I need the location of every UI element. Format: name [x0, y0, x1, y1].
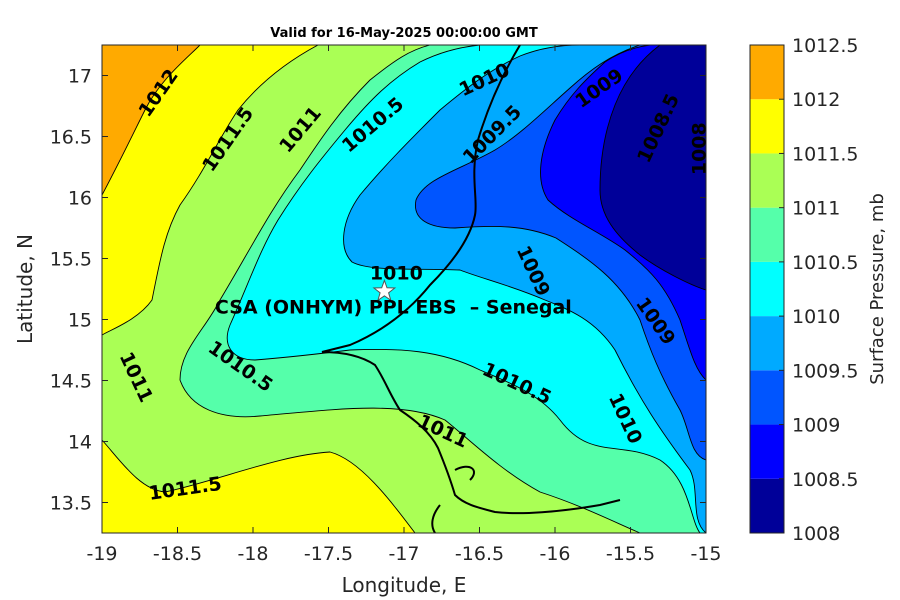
chart-title: Valid for 16-May-2025 00:00:00 GMT — [270, 26, 538, 41]
station-layer: 1010 CSA (ONHYM) PPL EBS – Senegal — [215, 262, 572, 318]
colorbar-band — [750, 261, 784, 317]
contour-label: 1008 — [688, 122, 710, 175]
colorbar-band — [750, 153, 784, 208]
contour-map — [102, 45, 706, 533]
colorbar-band — [750, 478, 784, 533]
y-tick-label: 15 — [68, 310, 92, 332]
y-tick-label: 16.5 — [50, 127, 92, 149]
coastline — [321, 45, 621, 533]
colorbar-tick-label: 1012 — [792, 89, 840, 111]
station-value-label: 1010 — [370, 262, 423, 284]
x-tick-label: -19 — [86, 543, 117, 565]
contour-band-1011-5-south — [102, 440, 415, 533]
contour-band-1012 — [102, 45, 200, 195]
x-axis: -19 -18.5 -18 -17.5 -17 -16.5 -16 -15.5 -15 — [86, 45, 722, 565]
y-tick-label: 17 — [68, 66, 92, 88]
colorbar-tick-label: 1011.5 — [792, 143, 858, 165]
colorbar-tick-label: 1010.5 — [792, 252, 858, 274]
x-tick-label: -15.5 — [606, 543, 655, 565]
y-tick-label: 15.5 — [50, 249, 92, 271]
colorbar-tick-label: 1009 — [792, 415, 840, 437]
x-tick-label: -18.5 — [153, 543, 202, 565]
contour-band-1011-5 — [102, 45, 318, 335]
colorbar-band — [750, 207, 784, 262]
colorbar: 1008 1008.5 1009 1009.5 1010 1010.5 1011 1011.5… — [749, 35, 858, 545]
y-tick-label: 16 — [68, 188, 92, 210]
colorbar-band — [750, 316, 784, 371]
station-star-icon — [372, 278, 397, 302]
colorbar-band — [750, 45, 784, 100]
y-tick-label: 14 — [68, 432, 92, 454]
colorbar-band — [750, 370, 784, 425]
contour-band-1008 — [600, 45, 706, 290]
y-tick-label: 13.5 — [50, 493, 92, 515]
x-tick-label: -16.5 — [455, 543, 504, 565]
x-tick-label: -15 — [690, 543, 721, 565]
colorbar-band — [750, 424, 784, 479]
y-axis-label: Latitude, N — [13, 234, 37, 344]
colorbar-tick-label: 1008 — [792, 523, 840, 545]
colorbar-band — [750, 99, 784, 154]
colorbar-tick-label: 1011 — [792, 198, 840, 220]
y-tick-label: 14.5 — [50, 371, 92, 393]
y-axis: 13.5 14 14.5 15 15.5 16 16.5 17 — [50, 66, 706, 515]
x-tick-label: -18 — [237, 543, 268, 565]
colorbar-frame — [749, 44, 785, 534]
colorbar-tick-label: 1012.5 — [792, 35, 858, 57]
x-tick-label: -17 — [388, 543, 419, 565]
colorbar-label: Surface Pressure, mb — [867, 193, 888, 385]
colorbar-tick-label: 1010 — [792, 306, 840, 328]
x-axis-label: Longitude, E — [342, 573, 467, 597]
colorbar-tick-label: 1008.5 — [792, 469, 858, 491]
x-tick-label: -16 — [539, 543, 570, 565]
x-tick-label: -17.5 — [304, 543, 353, 565]
contour-lines — [102, 45, 706, 533]
colorbar-tick-label: 1009.5 — [792, 360, 858, 382]
station-name-label: CSA (ONHYM) PPL EBS – Senegal — [215, 296, 572, 318]
